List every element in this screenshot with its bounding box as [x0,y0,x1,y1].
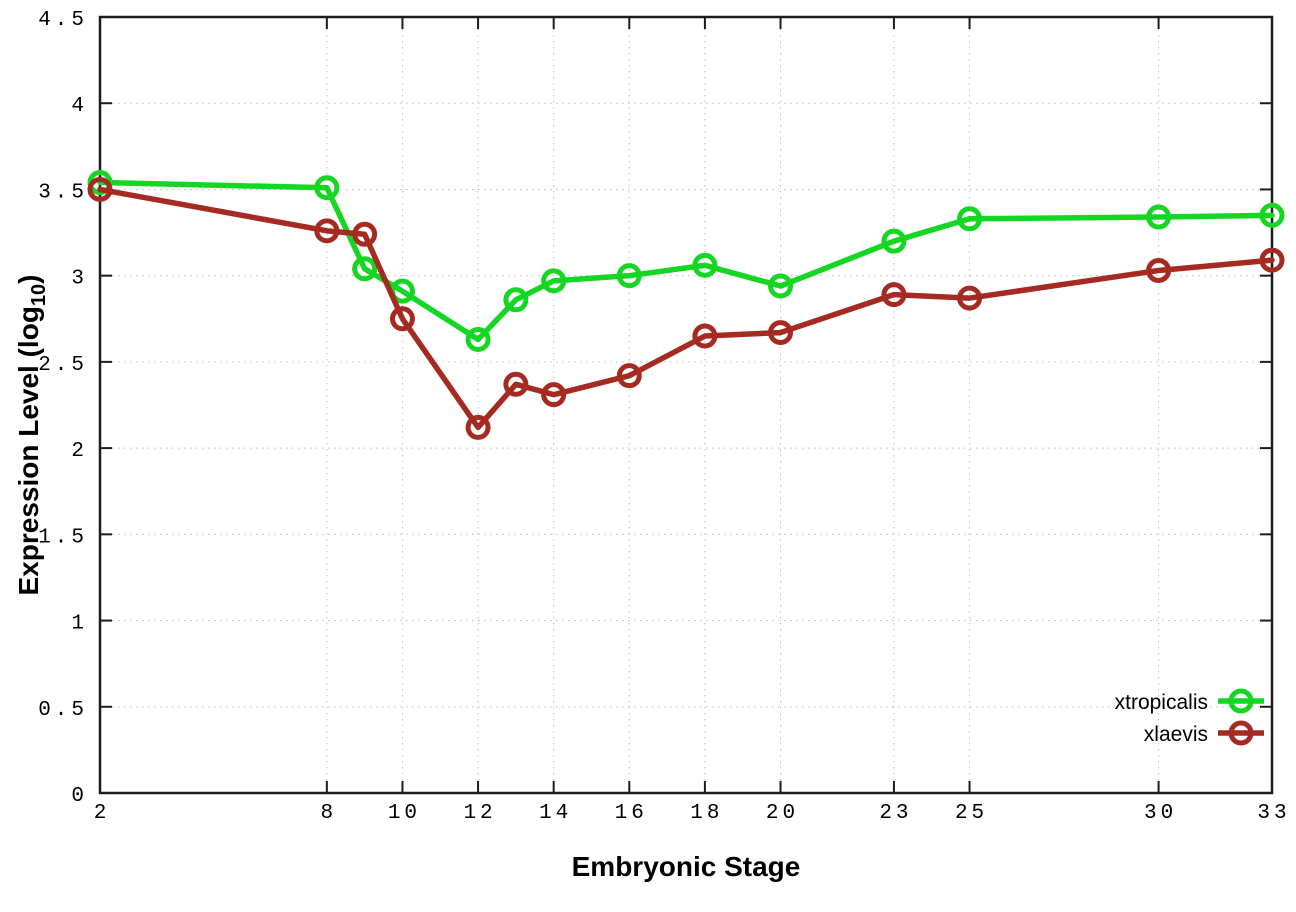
legend-item-xlaevis: xlaevis [1144,720,1264,746]
x-tick-label-23: 23 [879,802,912,825]
data-point-xlaevis-stage-14 [541,382,567,408]
y-tick-label-2.5: 2.5 [38,354,88,377]
legend-sample-marker-xlaevis [1228,720,1254,746]
data-point-xtropicalis-stage-25 [957,206,983,232]
y-tick-label-4.5: 4.5 [38,9,88,32]
y-axis-title: Expression Level (log10) [13,275,50,596]
data-point-xlaevis-stage-13 [503,371,529,397]
y-tick-label-3: 3 [71,268,88,291]
data-point-xlaevis-stage-33 [1259,247,1285,273]
gridlines-layer [100,17,1272,793]
data-point-xtropicalis-stage-16 [616,263,642,289]
data-point-xlaevis-stage-20 [768,320,794,346]
x-tick-label-20: 20 [766,802,799,825]
legend-item-xtropicalis: xtropicalis [1115,688,1264,714]
x-tick-label-30: 30 [1144,802,1177,825]
tick-labels-layer: 2 8 10 12 14 16 18 20 23 25 30 33 0 0.5 1 1.5 2 2.5 3 3.5 4 4… [38,9,1290,825]
data-point-xlaevis-stage-25 [957,285,983,311]
x-tick-label-16: 16 [615,802,648,825]
data-point-xlaevis-stage-16 [616,363,642,389]
data-point-xtropicalis-stage-13 [503,287,529,313]
y-tick-label-4: 4 [71,95,88,118]
data-point-xtropicalis-stage-20 [768,273,794,299]
legend-sample-marker-xtropicalis [1228,688,1254,714]
data-point-xlaevis-stage-10 [389,306,415,332]
data-point-xlaevis-stage-2 [87,176,113,202]
x-tick-label-12: 12 [463,802,496,825]
data-point-xlaevis-stage-8 [314,218,340,244]
data-point-xtropicalis-stage-23 [881,228,907,254]
x-axis-title: Embryonic Stage [572,851,801,882]
plot-border [98,15,1274,795]
x-tick-label-33: 33 [1257,802,1290,825]
y-tick-label-0: 0 [71,785,88,808]
data-point-xtropicalis-stage-33 [1259,202,1285,228]
x-tick-label-10: 10 [388,802,421,825]
y-axis-title-subscript: 10 [28,284,50,306]
axis-ticks-layer [99,16,1273,794]
y-axis-title-close: ) [13,275,44,284]
data-point-xtropicalis-stage-18 [692,252,718,278]
x-tick-label-18: 18 [690,802,723,825]
y-tick-label-1: 1 [71,613,88,636]
legend-label-xtropicalis: xtropicalis [1115,691,1208,714]
data-point-xtropicalis-stage-9 [352,256,378,282]
x-tick-label-8: 8 [321,802,338,825]
data-point-xtropicalis-stage-14 [541,268,567,294]
y-tick-label-0.5: 0.5 [38,699,88,722]
y-tick-label-2: 2 [71,440,88,463]
legend: xtropicalis xlaevis [1115,688,1264,746]
data-point-xlaevis-stage-9 [352,221,378,247]
x-tick-label-25: 25 [955,802,988,825]
series-line-xlaevis [97,186,1275,431]
data-point-xlaevis-stage-30 [1146,257,1172,283]
data-point-xtropicalis-stage-8 [314,175,340,201]
y-tick-label-1.5: 1.5 [38,526,88,549]
data-point-xlaevis-stage-12 [465,414,491,440]
data-point-xtropicalis-stage-12 [465,326,491,352]
data-point-xlaevis-stage-23 [881,282,907,308]
x-tick-label-2: 2 [94,802,111,825]
legend-label-xlaevis: xlaevis [1144,723,1208,746]
x-tick-label-14: 14 [539,802,572,825]
series-line-xtropicalis [97,179,1275,343]
data-point-xlaevis-stage-18 [692,323,718,349]
data-series-layer [87,170,1285,440]
y-axis-title-main: Expression Level (log [13,306,44,595]
data-point-xtropicalis-stage-30 [1146,204,1172,230]
y-tick-label-3.5: 3.5 [38,181,88,204]
